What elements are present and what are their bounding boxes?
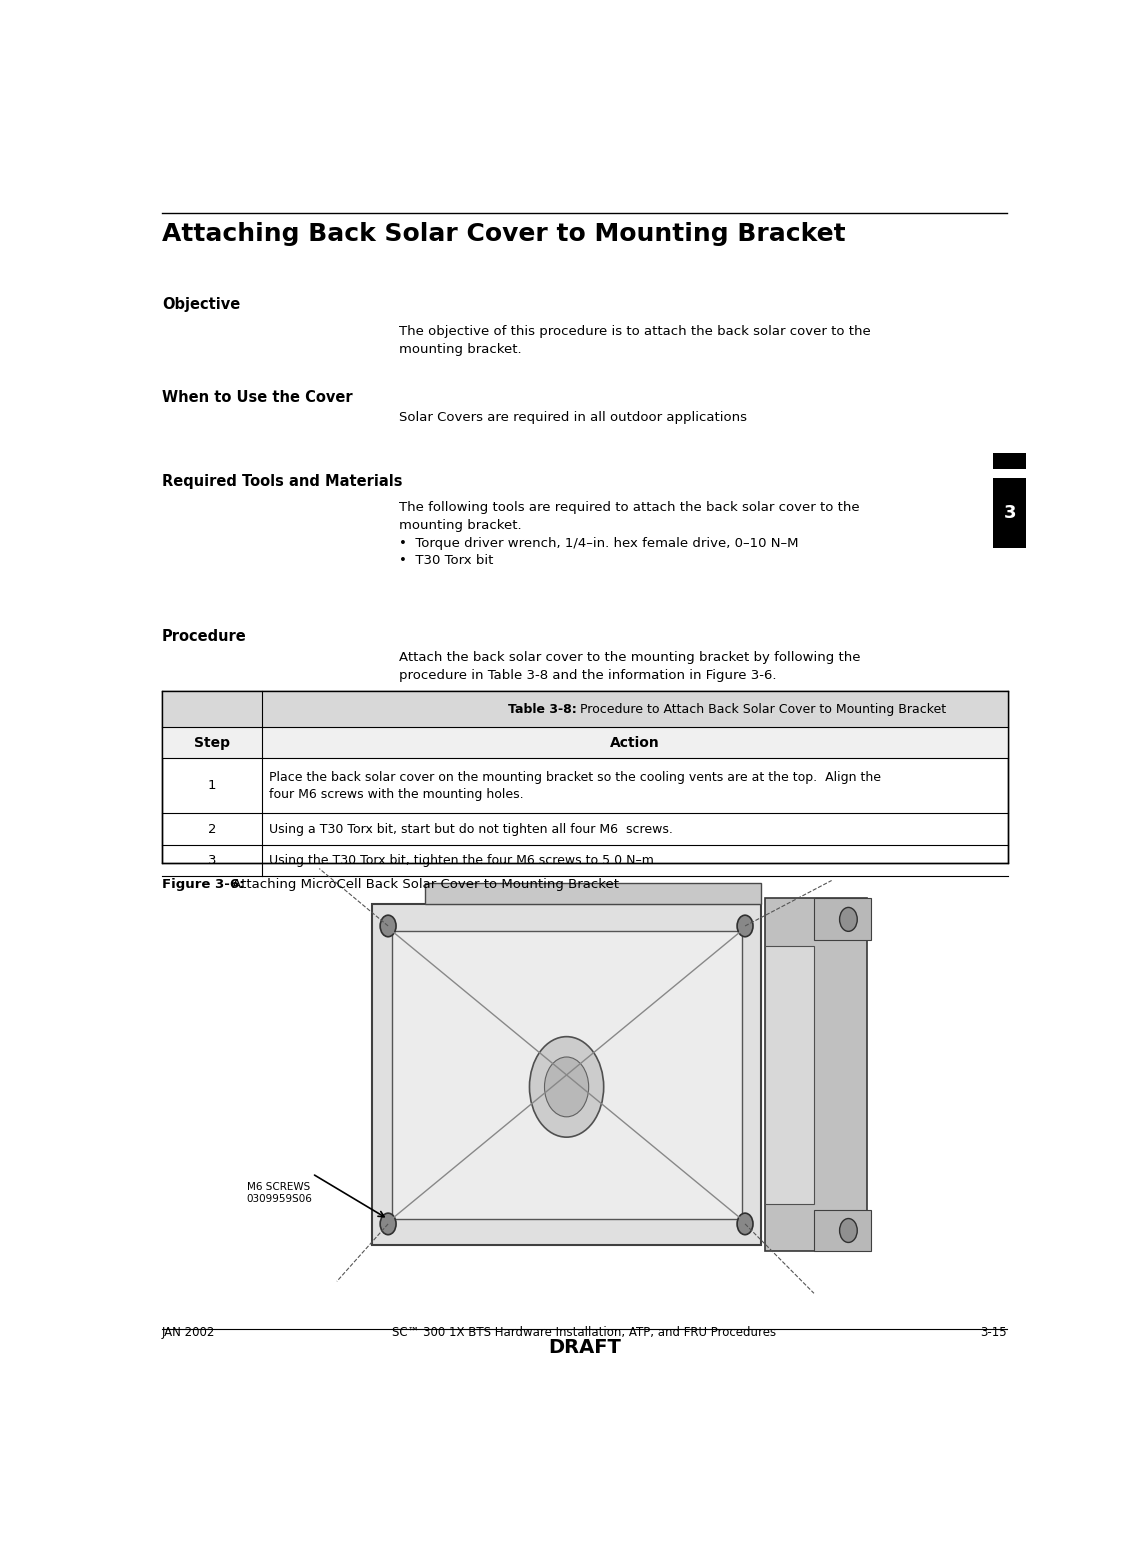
Text: Procedure to Attach Back Solar Cover to Mounting Bracket: Procedure to Attach Back Solar Cover to … — [577, 702, 946, 716]
Text: M6 SCREWS
0309959S06: M6 SCREWS 0309959S06 — [246, 1183, 312, 1204]
Text: Objective: Objective — [162, 297, 241, 311]
Bar — [372, 904, 762, 1245]
Text: Attaching MicroCell Back Solar Cover to Mounting Bracket: Attaching MicroCell Back Solar Cover to … — [228, 878, 619, 890]
Bar — [765, 946, 814, 1203]
Text: Procedure: Procedure — [162, 629, 246, 645]
Text: 3: 3 — [1003, 503, 1016, 522]
Bar — [814, 1209, 871, 1251]
Bar — [162, 727, 1008, 758]
Text: Attach the back solar cover to the mounting bracket by following the
procedure i: Attach the back solar cover to the mount… — [399, 651, 861, 682]
Text: Using a T30 Torx bit, start but do not tighten all four M6  screws.: Using a T30 Torx bit, start but do not t… — [269, 822, 673, 836]
Bar — [814, 898, 871, 940]
Circle shape — [839, 1218, 857, 1243]
Text: Step: Step — [194, 737, 230, 751]
Bar — [993, 454, 1026, 469]
Bar — [392, 931, 741, 1220]
Circle shape — [738, 1214, 754, 1235]
Text: •  T30 Torx bit: • T30 Torx bit — [399, 553, 494, 567]
Bar — [162, 692, 1008, 727]
Text: The objective of this procedure is to attach the back solar cover to the
mountin: The objective of this procedure is to at… — [399, 325, 871, 356]
Circle shape — [839, 908, 857, 931]
Text: Required Tools and Materials: Required Tools and Materials — [162, 474, 402, 488]
Circle shape — [545, 1057, 588, 1117]
Text: Place the back solar cover on the mounting bracket so the cooling vents are at t: Place the back solar cover on the mounti… — [269, 771, 881, 800]
Text: Solar Covers are required in all outdoor applications: Solar Covers are required in all outdoor… — [399, 412, 747, 424]
Bar — [162, 692, 1008, 862]
Circle shape — [380, 1214, 396, 1235]
Text: JAN 2002: JAN 2002 — [162, 1326, 215, 1340]
Bar — [765, 898, 866, 1251]
Text: Using the T30 Torx bit, tighten the four M6 screws to 5.0 N–m.: Using the T30 Torx bit, tighten the four… — [269, 853, 658, 867]
Text: 1: 1 — [207, 780, 217, 793]
Text: Figure 3-6:: Figure 3-6: — [162, 878, 244, 890]
Text: SC™ 300 1X BTS Hardware Installation, ATP, and FRU Procedures: SC™ 300 1X BTS Hardware Installation, AT… — [392, 1326, 776, 1340]
Text: 2: 2 — [207, 822, 217, 836]
Circle shape — [738, 915, 754, 937]
Circle shape — [529, 1037, 604, 1138]
Bar — [993, 479, 1026, 549]
Bar — [425, 883, 762, 904]
Text: The following tools are required to attach the back solar cover to the
mounting : The following tools are required to atta… — [399, 502, 860, 531]
Text: DRAFT: DRAFT — [548, 1338, 620, 1357]
Text: Table 3-8:: Table 3-8: — [507, 702, 577, 716]
Circle shape — [380, 915, 396, 937]
Text: 3: 3 — [207, 853, 217, 867]
Text: Attaching Back Solar Cover to Mounting Bracket: Attaching Back Solar Cover to Mounting B… — [162, 222, 846, 247]
Text: 3-15: 3-15 — [980, 1326, 1007, 1340]
Text: When to Use the Cover: When to Use the Cover — [162, 390, 352, 406]
Text: Action: Action — [610, 737, 660, 751]
Text: •  Torque driver wrench, 1/4–in. hex female drive, 0–10 N–M: • Torque driver wrench, 1/4–in. hex fema… — [399, 538, 798, 550]
